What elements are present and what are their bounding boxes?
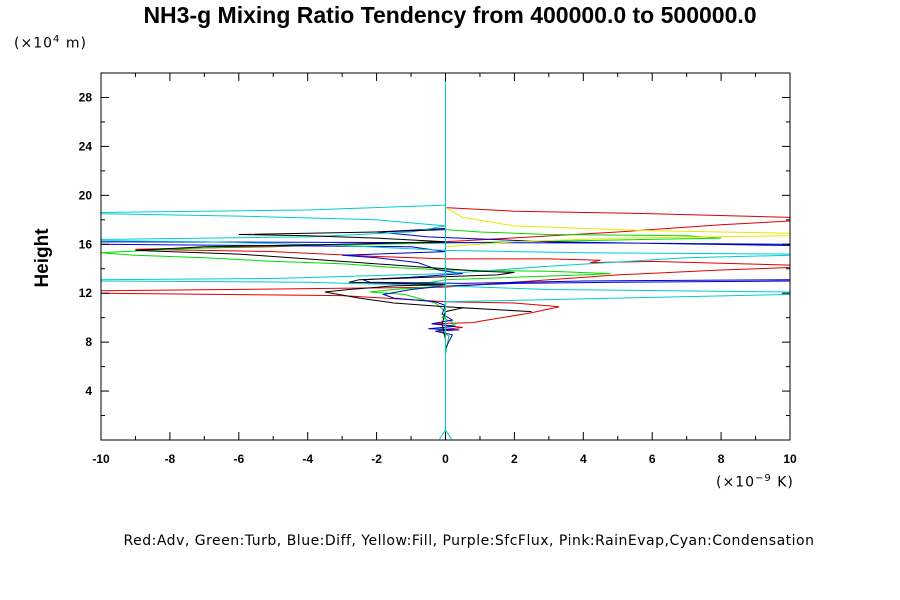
series-line-turb	[100, 73, 722, 437]
series-line-condensation	[100, 73, 791, 437]
y-tick-label: 4	[85, 384, 92, 398]
chart-title: NH3-g Mixing Ratio Tendency from 400000.…	[143, 2, 757, 28]
y-tick-label: 28	[79, 90, 93, 104]
series-line-diff	[100, 73, 791, 437]
series-line-total	[135, 73, 532, 437]
x-tick-label: 10	[783, 452, 797, 466]
x-tick-label: -2	[371, 452, 382, 466]
x-tick-label: -6	[233, 452, 244, 466]
y-tick-label: 24	[79, 139, 93, 153]
x-tick-label: -10	[92, 452, 110, 466]
y-unit-label: (×104 m)	[14, 34, 87, 52]
y-tick-label: 8	[85, 335, 92, 349]
x-tick-label: 6	[649, 452, 656, 466]
x-tick-label: 2	[511, 452, 518, 466]
x-tick-label: 4	[580, 452, 587, 466]
bottom-marker	[439, 429, 452, 440]
x-tick-label: 8	[718, 452, 725, 466]
x-tick-label: 0	[442, 452, 449, 466]
series-line-fill	[445, 73, 791, 437]
legend-caption: Red:Adv, Green:Turb, Blue:Diff, Yellow:F…	[123, 533, 815, 549]
x-unit-label: (×10−9 K)	[716, 473, 794, 491]
x-tick-label: -8	[165, 452, 176, 466]
y-tick-label: 20	[79, 188, 93, 202]
y-tick-label: 12	[79, 286, 93, 300]
y-tick-label: 16	[79, 237, 93, 251]
x-tick-label: -4	[302, 452, 313, 466]
